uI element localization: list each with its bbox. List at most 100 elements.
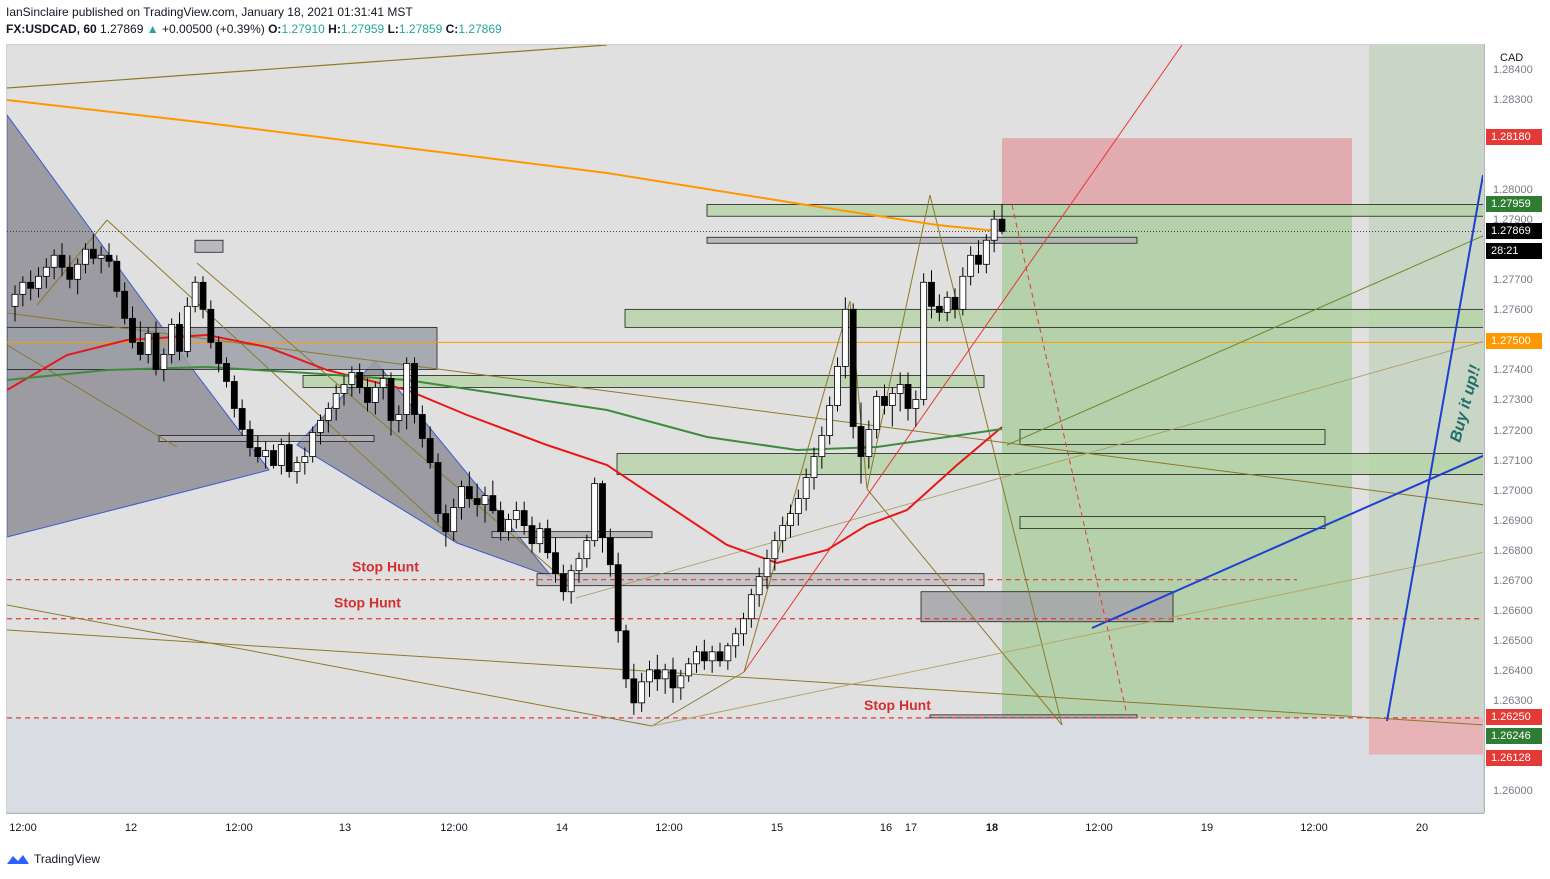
- candle-body: [105, 254, 113, 262]
- candle-body: [324, 408, 332, 421]
- candle-body: [458, 486, 465, 509]
- price-label: 1.27869: [1486, 222, 1542, 239]
- time-tick: 13: [338, 822, 352, 834]
- candle-body: [426, 438, 434, 463]
- candle-body: [27, 281, 35, 289]
- candle-body: [841, 308, 849, 367]
- candle-body: [489, 495, 497, 512]
- candle-body: [779, 525, 787, 542]
- candle-body: [583, 540, 591, 560]
- candle-body: [332, 393, 340, 409]
- candle-body: [74, 263, 82, 280]
- candle-body: [904, 384, 912, 409]
- trend-line-2: [7, 629, 1483, 726]
- candle-body: [685, 663, 693, 677]
- chart-plot-area[interactable]: Stop Hunt Stop Hunt Stop Hunt Buy it up!!: [6, 44, 1484, 813]
- candle-body: [787, 513, 794, 527]
- candle-body: [943, 296, 951, 313]
- price-tick: 1.26900: [1493, 514, 1533, 527]
- candle-body: [818, 435, 826, 457]
- candle-body: [559, 573, 567, 593]
- price-tick: 1.26500: [1493, 634, 1533, 647]
- candle-body: [536, 528, 544, 545]
- candle-body: [277, 444, 285, 466]
- price-tick: 1.27000: [1493, 484, 1533, 497]
- symbol-name[interactable]: FX:USDCAD, 60: [6, 22, 97, 36]
- ema-red: [7, 333, 1003, 565]
- trend-line-9: [743, 300, 851, 673]
- price-tick: 1.27600: [1493, 304, 1533, 317]
- time-tick: 14: [555, 822, 569, 834]
- time-tick: 12:00: [655, 822, 683, 834]
- candle-body: [207, 308, 215, 343]
- candle-body: [238, 408, 246, 430]
- candle-body: [708, 651, 716, 662]
- candle-body: [990, 218, 998, 241]
- candle-body: [544, 528, 552, 554]
- candle-body: [19, 281, 27, 295]
- stop-hunt-label: Stop Hunt: [334, 595, 401, 611]
- price-tick: 1.27100: [1493, 454, 1533, 467]
- time-axis[interactable]: 12:00 12 12:00 13 12:00 14 12:00 15 17 18 12:00 19 1…: [6, 813, 1484, 843]
- candle-body: [42, 266, 50, 277]
- price-tick: 1.26400: [1493, 664, 1533, 677]
- candle-body: [920, 281, 928, 400]
- candle-body: [622, 630, 630, 680]
- time-tick: 15: [770, 822, 784, 834]
- candle-body: [113, 260, 121, 292]
- candle-body: [442, 513, 450, 533]
- footer-brand[interactable]: TradingView: [34, 852, 101, 866]
- candle-body: [465, 486, 473, 499]
- candle-body: [340, 384, 348, 394]
- zone-rect-13: [194, 239, 224, 253]
- price-tick: 1.28000: [1493, 184, 1533, 197]
- low-value: 1.27859: [398, 22, 443, 36]
- currency-label: CAD: [1500, 52, 1524, 64]
- candle-body: [826, 405, 834, 436]
- candle-body: [434, 462, 442, 515]
- candle-body: [520, 510, 528, 527]
- candle-body: [50, 254, 58, 268]
- short-stop-box: [1002, 138, 1352, 205]
- candle-body: [763, 558, 771, 578]
- candle-body: [771, 540, 779, 560]
- candle-body: [614, 564, 622, 632]
- candle-body: [35, 275, 42, 289]
- price-tick: 1.28300: [1493, 94, 1533, 107]
- candle-body: [348, 372, 356, 385]
- candle-body: [998, 218, 1006, 232]
- candle-body: [371, 387, 379, 403]
- price-tick: 1.27300: [1493, 394, 1533, 407]
- time-tick: 18: [985, 822, 999, 834]
- trend-line-15: [1006, 235, 1483, 446]
- price-tick: 1.26700: [1493, 574, 1533, 587]
- candle-body: [97, 254, 105, 259]
- zone-rect-4: [302, 375, 985, 388]
- price-label: 28:21: [1486, 242, 1542, 259]
- last-price: 1.27869: [100, 22, 144, 36]
- candle-body: [285, 444, 293, 472]
- candle-body: [896, 384, 904, 394]
- high-value: 1.27959: [340, 22, 385, 36]
- price-label: 1.28180: [1486, 129, 1542, 146]
- projection-arrow-line: [1011, 204, 1128, 716]
- zone-rect-10: [920, 591, 1174, 623]
- candle-body: [928, 281, 935, 307]
- candle-body: [301, 456, 309, 463]
- candle-body: [356, 372, 364, 388]
- price-axis[interactable]: 1.28400 1.28300 1.28000 1.27900 1.27700 1.276…: [1484, 44, 1544, 813]
- candle-body: [176, 323, 183, 352]
- candle-body: [364, 387, 371, 403]
- candle-body: [395, 414, 403, 421]
- time-tick: 19: [1200, 822, 1214, 834]
- trend-line-0: [7, 45, 608, 89]
- price-label: 1.26246: [1486, 727, 1542, 744]
- time-tick: 17: [904, 822, 918, 834]
- trend-line-4: [106, 219, 458, 543]
- zone-rect-2: [624, 308, 1483, 328]
- candle-body: [638, 681, 646, 704]
- trend-line-12: [929, 194, 1063, 726]
- tradingview-logo-icon[interactable]: [6, 853, 30, 865]
- zone-rect-8: [491, 531, 653, 539]
